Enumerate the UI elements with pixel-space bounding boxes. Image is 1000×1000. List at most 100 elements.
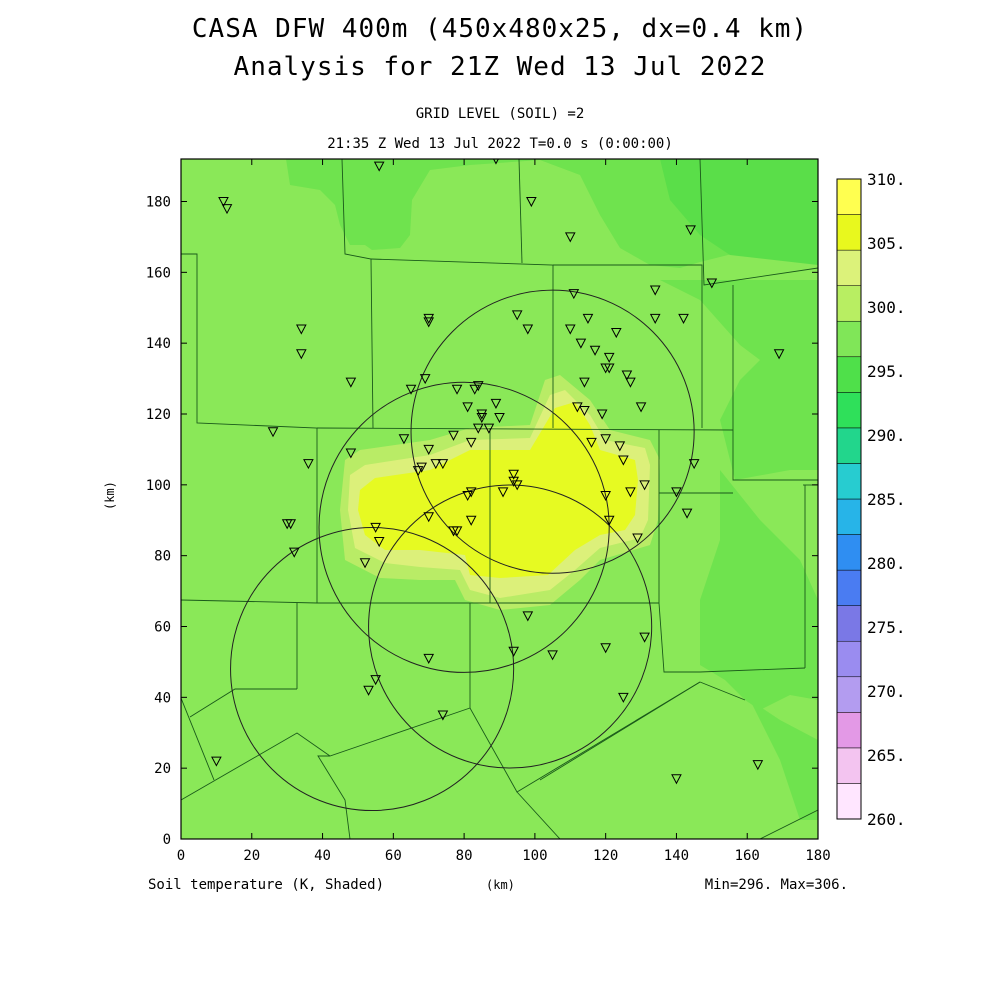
station-marker (603, 363, 615, 374)
y-tick-label: 120 (146, 407, 171, 423)
colorbar-label: 295. (867, 362, 906, 381)
station-marker (295, 349, 307, 360)
colorbar-label: 260. (867, 810, 906, 829)
y-tick-label: 100 (146, 478, 171, 494)
colorbar-swatch (836, 605, 862, 642)
station-marker (575, 338, 587, 349)
field-hot (358, 402, 638, 578)
station-marker (472, 423, 484, 434)
station-marker (671, 487, 682, 498)
x-axis-label: (km) (486, 878, 515, 892)
colorbar-swatch (836, 640, 862, 678)
station-marker (423, 444, 435, 455)
y-tick-label: 40 (154, 690, 171, 706)
colorbar-label: 290. (867, 426, 906, 445)
station-marker (685, 225, 696, 236)
temperature-field (181, 159, 818, 839)
radar-circle (230, 526, 515, 812)
station-marker (579, 377, 590, 388)
field-darkest-north (660, 159, 818, 265)
station-marker (603, 352, 615, 363)
x-tick-label: 120 (593, 848, 618, 864)
y-tick-label: 60 (154, 620, 171, 636)
y-tick-label: 0 (163, 832, 171, 848)
grid-level-label: GRID LEVEL (SOIL) =2 (415, 106, 585, 122)
field-darker-southeast2 (750, 700, 818, 820)
station-marker (483, 423, 495, 434)
station-marker (405, 384, 417, 395)
station-marker (564, 324, 576, 335)
station-marker (568, 289, 580, 300)
station-marker (632, 533, 643, 544)
x-axis: 0 20 40 60 80 100 120 140 160 180 (177, 159, 831, 864)
station-marker (610, 328, 622, 339)
colorbar-frame (836, 178, 862, 820)
colorbar-swatch (836, 569, 862, 606)
station-marker (579, 405, 590, 417)
radar-circle (410, 289, 695, 574)
y-tick-label: 160 (146, 265, 171, 281)
station-marker (614, 441, 626, 452)
station-marker (462, 490, 473, 502)
station-marker (363, 685, 374, 696)
colorbar-swatch (836, 747, 862, 784)
station-marker (472, 381, 484, 392)
colorbar-swatch (836, 427, 862, 464)
station-marker (649, 313, 661, 324)
colorbar-swatch (836, 249, 862, 286)
colorbar-swatch (836, 534, 862, 571)
x-tick-label: 140 (664, 848, 689, 864)
station-marker (600, 434, 611, 445)
station-marker (423, 317, 435, 328)
station-marker (398, 434, 410, 445)
station-marker (359, 558, 371, 569)
x-tick-label: 20 (243, 848, 260, 864)
station-marker (671, 774, 682, 785)
station-marker (295, 324, 307, 335)
station-marker (345, 377, 357, 388)
station-marker (423, 512, 435, 523)
station-marker (522, 611, 534, 622)
station-marker (522, 324, 534, 335)
station-marker (639, 480, 650, 491)
station-marker (752, 760, 764, 771)
station-marker (490, 398, 502, 409)
station-marker (476, 409, 488, 420)
colorbar-swatch (836, 320, 862, 358)
y-tick-label: 140 (146, 336, 171, 352)
colorbar-swatch (836, 676, 862, 713)
colorbar-swatch (836, 712, 862, 749)
radar-circle (368, 484, 653, 769)
colorbar-swatch (836, 178, 862, 215)
station-marker (508, 476, 519, 487)
station-marker (600, 490, 611, 502)
x-tick-label: 80 (456, 848, 473, 864)
station-marker (437, 710, 449, 721)
station-marker (221, 204, 233, 215)
station-marker (303, 459, 314, 470)
chart-title: CASA DFW 400m (450x480x25, dx=0.4 km) (191, 14, 809, 44)
station-marker (370, 522, 381, 533)
station-marker (547, 650, 558, 661)
colorbar-label: 285. (867, 490, 906, 509)
colorbar: 260. 265. 270. 275. 280. 285. 290. 295. 300. 305.… (836, 170, 906, 829)
station-marker (412, 466, 424, 477)
station-marker (465, 487, 477, 498)
station-marker (678, 313, 689, 324)
colorbar-label: 310. (867, 170, 906, 189)
x-tick-label: 160 (735, 848, 760, 864)
station-marker (603, 515, 615, 526)
colorbar-swatch (836, 392, 862, 429)
station-marker (508, 469, 519, 480)
colorbar-swatch (836, 285, 862, 322)
radar-range-circles (230, 289, 695, 812)
station-marker (681, 508, 693, 519)
station-marker (451, 384, 463, 395)
station-marker (572, 402, 583, 413)
station-marker (218, 197, 229, 208)
y-tick-label: 20 (154, 761, 171, 777)
station-marker (635, 402, 647, 413)
station-marker (288, 547, 300, 558)
colorbar-label: 275. (867, 618, 906, 637)
